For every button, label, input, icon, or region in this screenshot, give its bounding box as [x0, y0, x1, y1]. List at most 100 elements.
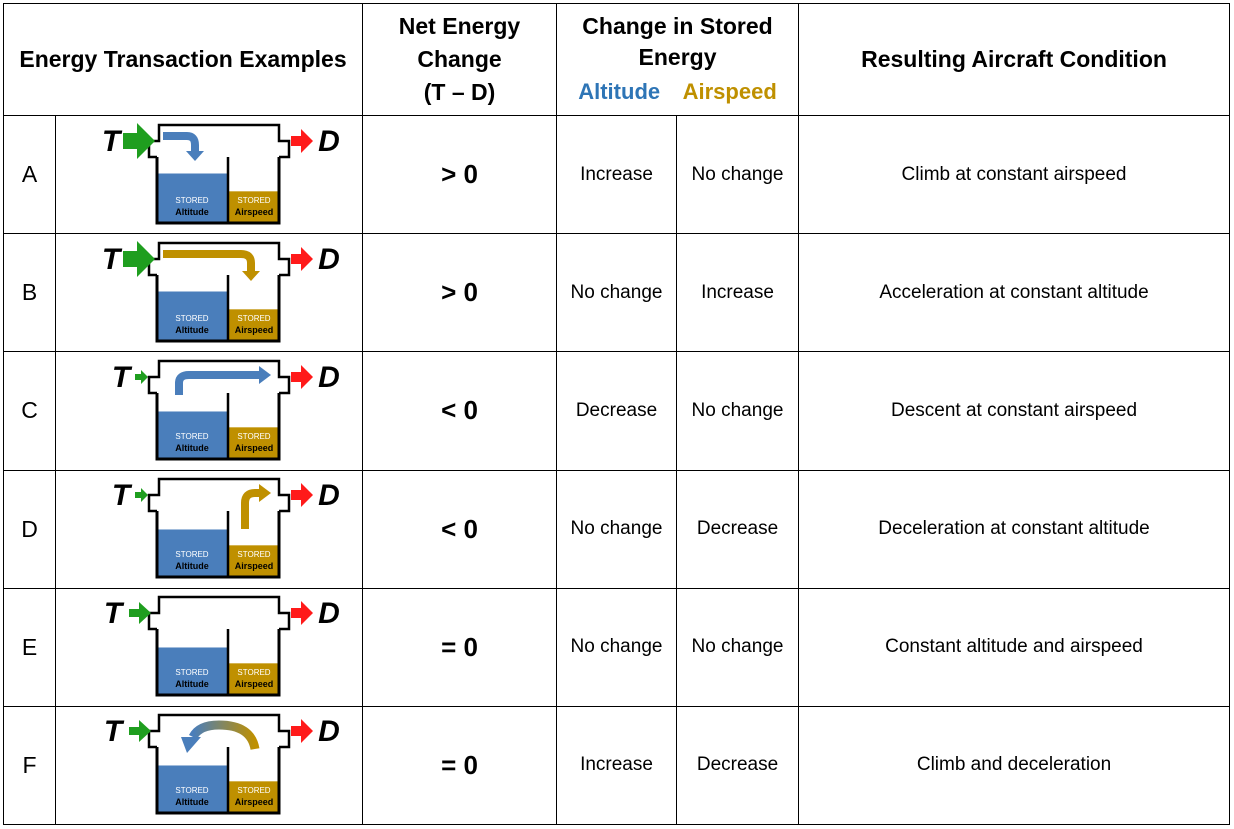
- altitude-name-label: Altitude: [175, 797, 209, 807]
- altitude-stored-label: STORED: [175, 668, 208, 677]
- net-energy-value: < 0: [362, 351, 557, 471]
- altitude-name-label: Altitude: [175, 443, 209, 453]
- airspeed-change: No change: [675, 351, 800, 471]
- tank-outline: [155, 156, 281, 225]
- flow-path: [163, 249, 255, 271]
- altitude-store: [157, 173, 227, 223]
- header-altitude: Altitude: [578, 79, 661, 105]
- altitude-store: [157, 291, 227, 341]
- thrust-letter: T: [102, 243, 123, 276]
- thrust-arrow: [123, 122, 155, 159]
- altitude-name-label: Altitude: [175, 207, 209, 217]
- airspeed-store: [229, 663, 279, 696]
- airspeed-name-label: Airspeed: [235, 561, 274, 571]
- energy-diagram: STORED Altitude STORED Airspeed T D: [104, 714, 340, 815]
- aircraft-condition: Descent at constant airspeed: [798, 351, 1231, 471]
- airspeed-store: [229, 781, 279, 814]
- drag-arrow: [291, 364, 313, 389]
- airspeed-name-label: Airspeed: [235, 325, 274, 335]
- aircraft-condition: Climb at constant airspeed: [798, 115, 1231, 235]
- row-label: F: [3, 705, 56, 826]
- duct-outline: [147, 123, 291, 158]
- net-energy-value: > 0: [362, 115, 557, 235]
- flow-path: [188, 720, 260, 751]
- header-net-line3: (T – D): [423, 79, 496, 106]
- drag-arrow: [291, 128, 313, 153]
- table-row: F STORED Altitude STORED Airspeed T D = 0 Inc…: [3, 705, 1231, 826]
- airspeed-change: Decrease: [675, 469, 800, 589]
- drag-letter: D: [318, 125, 340, 158]
- airspeed-store: [229, 191, 279, 223]
- header-change-line1: Change in Stored: [582, 13, 773, 40]
- drag-arrow: [291, 719, 313, 744]
- thrust-arrow: [123, 240, 155, 277]
- tank-outline: [155, 392, 281, 461]
- flow-arrowhead: [259, 365, 271, 384]
- flow-path: [163, 131, 199, 151]
- header-net-energy: Net Energy Change (T – D): [362, 2, 557, 117]
- altitude-stored-label: STORED: [175, 786, 208, 795]
- thrust-arrow: [135, 488, 148, 503]
- header-change-stored: Change in Stored Energy Altitude Airspee…: [555, 2, 800, 117]
- header-net-line1: Net Energy: [398, 13, 521, 40]
- flow-path: [175, 370, 259, 395]
- net-energy-value: > 0: [362, 233, 557, 353]
- airspeed-stored-label: STORED: [237, 550, 270, 559]
- airspeed-change: Increase: [675, 233, 800, 353]
- row-label: E: [3, 587, 56, 707]
- aircraft-condition: Climb and deceleration: [798, 705, 1231, 826]
- thrust-letter: T: [104, 597, 125, 630]
- airspeed-stored-label: STORED: [237, 668, 270, 677]
- aircraft-condition: Constant altitude and airspeed: [798, 587, 1231, 707]
- altitude-name-label: Altitude: [175, 561, 209, 571]
- altitude-change: Increase: [556, 705, 677, 826]
- example-diagram-cell: STORED Altitude STORED Airspeed T D: [55, 115, 363, 235]
- thrust-arrow: [129, 720, 151, 743]
- airspeed-name-label: Airspeed: [235, 797, 274, 807]
- altitude-change: Decrease: [556, 351, 677, 471]
- tank-outline: [155, 629, 281, 697]
- thrust-letter: T: [112, 479, 133, 512]
- header-row: Energy Transaction Examples Net Energy C…: [3, 2, 1231, 117]
- row-label: A: [3, 115, 56, 235]
- altitude-store: [157, 647, 227, 696]
- duct-outline: [147, 241, 291, 277]
- airspeed-change: Decrease: [675, 705, 800, 826]
- flow-arrowhead: [181, 737, 201, 754]
- row-label: C: [3, 351, 56, 471]
- header-change-line2: Energy: [638, 44, 717, 71]
- altitude-name-label: Altitude: [175, 325, 209, 335]
- aircraft-condition: Acceleration at constant altitude: [798, 233, 1231, 353]
- drag-arrow: [291, 246, 313, 271]
- altitude-stored-label: STORED: [175, 550, 208, 559]
- altitude-stored-label: STORED: [175, 196, 208, 205]
- duct-outline: [147, 714, 291, 749]
- airspeed-change: No change: [675, 587, 800, 707]
- airspeed-name-label: Airspeed: [235, 679, 274, 689]
- example-diagram-cell: STORED Altitude STORED Airspeed T D: [55, 587, 363, 707]
- flow-arrowhead: [242, 270, 260, 281]
- row-label: B: [3, 233, 56, 353]
- altitude-store: [157, 529, 227, 578]
- header-net-line2: Change: [417, 46, 502, 73]
- thrust-arrow: [135, 369, 148, 384]
- thrust-letter: T: [112, 361, 133, 394]
- duct-outline: [147, 359, 291, 395]
- airspeed-store: [229, 427, 279, 459]
- table-row: B STORED Altitude STORED Airspeed T D > 0 No …: [3, 233, 1231, 353]
- airspeed-stored-label: STORED: [237, 432, 270, 441]
- airspeed-stored-label: STORED: [237, 196, 270, 205]
- tank-outline: [155, 511, 281, 579]
- drag-arrow: [291, 483, 313, 508]
- flow-path: [241, 489, 259, 530]
- row-label: D: [3, 469, 56, 589]
- thrust-arrow: [129, 602, 151, 625]
- tank-outline: [155, 274, 281, 343]
- aircraft-condition: Deceleration at constant altitude: [798, 469, 1231, 589]
- altitude-change: No change: [556, 587, 677, 707]
- tank-outline: [155, 747, 281, 815]
- table-body: A STORED Altitude STORED Airspeed T D > 0 Inc…: [3, 115, 1231, 826]
- table-row: E STORED Altitude STORED Airspeed T D = 0 No …: [3, 587, 1231, 707]
- table-row: A STORED Altitude STORED Airspeed T D > 0 Inc…: [3, 115, 1231, 235]
- drag-letter: D: [318, 243, 340, 276]
